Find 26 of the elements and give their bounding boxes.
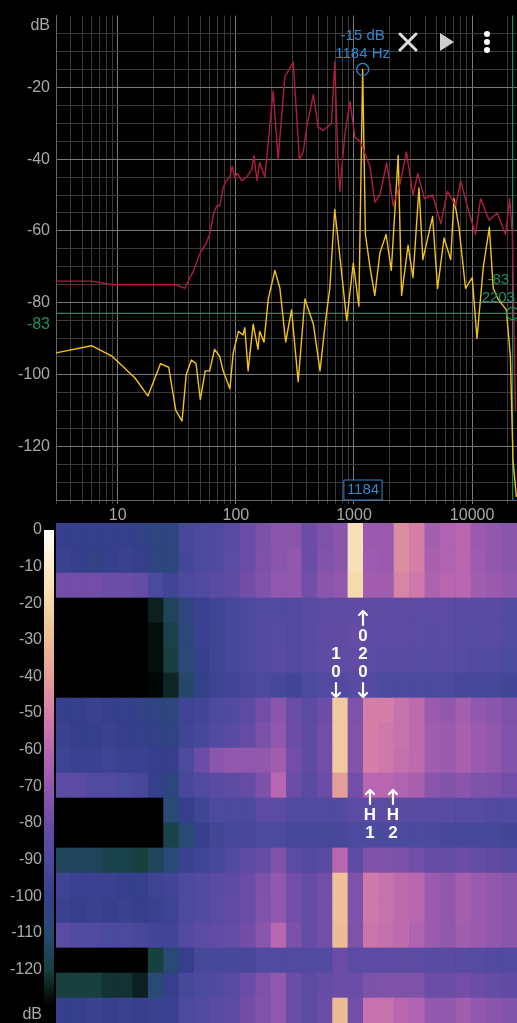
annotation: 10 xyxy=(331,643,341,681)
y-tick-label: -60 xyxy=(26,221,51,239)
y-tick-label: -20 xyxy=(26,77,51,95)
x-tick-label: 100 xyxy=(222,506,250,524)
color-bar-label: 0 xyxy=(33,520,43,538)
color-bar-label: -110 xyxy=(11,923,43,941)
ref-line-label: -83 xyxy=(26,314,51,332)
color-bar-label: -70 xyxy=(18,776,43,794)
y-tick-label: -100 xyxy=(17,364,51,382)
annotation: H1 xyxy=(363,804,377,842)
y-tick-label: -120 xyxy=(17,436,51,454)
annotation: 1184 xyxy=(346,480,380,498)
y-axis-title: dB xyxy=(30,16,50,34)
color-bar-label: -10 xyxy=(18,557,43,575)
color-bar-title: dB xyxy=(22,1005,42,1023)
annotation: -15 dB 1184 Hz xyxy=(335,25,391,61)
x-tick-label: 10000 xyxy=(449,506,495,524)
color-bar-label: -90 xyxy=(18,849,43,867)
y-tick-label: -40 xyxy=(26,149,51,167)
annotation: H2 xyxy=(386,804,400,842)
color-bar-label: -50 xyxy=(18,703,43,721)
annotation: 020 xyxy=(358,625,368,681)
x-tick-label: 10 xyxy=(108,506,127,524)
color-bar-label: -30 xyxy=(18,630,43,648)
y-tick-label: -80 xyxy=(26,293,51,311)
x-tick-label: 1000 xyxy=(336,506,372,524)
